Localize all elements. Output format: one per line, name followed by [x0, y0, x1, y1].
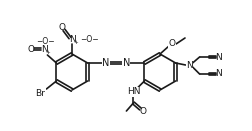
- Text: −O−: −O−: [36, 37, 55, 45]
- Text: N: N: [102, 58, 109, 68]
- Text: +: +: [46, 50, 50, 54]
- Text: N: N: [215, 70, 222, 78]
- Text: N: N: [186, 61, 193, 70]
- Text: Br: Br: [36, 89, 45, 97]
- Text: +: +: [73, 40, 78, 45]
- Text: O: O: [169, 40, 175, 48]
- Text: HN: HN: [127, 88, 140, 97]
- Text: O: O: [58, 23, 66, 31]
- Text: O: O: [140, 107, 147, 116]
- Text: N: N: [69, 36, 75, 45]
- Text: N: N: [122, 58, 130, 68]
- Text: N: N: [41, 45, 48, 53]
- Text: O: O: [28, 45, 35, 53]
- Text: −O−: −O−: [80, 36, 99, 45]
- Text: N: N: [215, 53, 222, 61]
